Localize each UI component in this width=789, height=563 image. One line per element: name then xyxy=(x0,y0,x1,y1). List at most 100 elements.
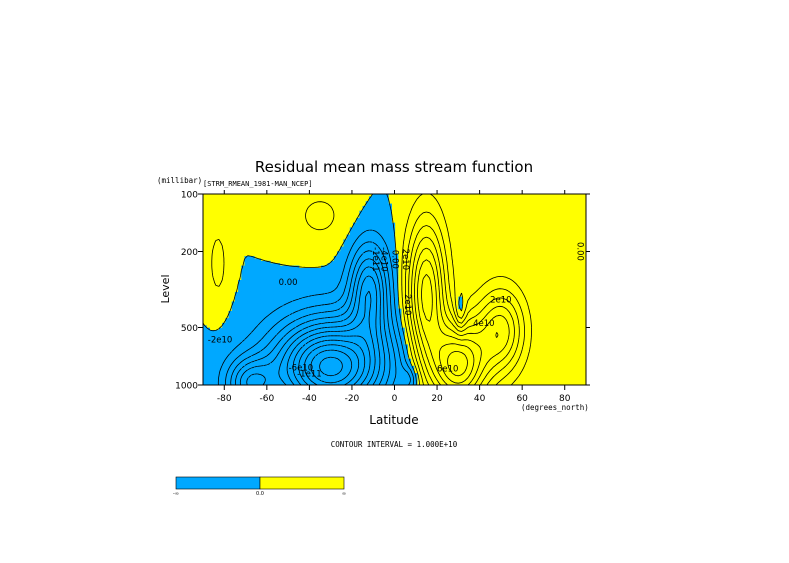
negative-cell xyxy=(410,380,415,384)
contour-positive xyxy=(411,236,515,385)
negative-cell xyxy=(346,382,351,385)
negative-cell xyxy=(356,241,360,245)
negative-cell xyxy=(263,356,268,360)
negative-cell xyxy=(343,353,348,357)
negative-cell xyxy=(375,320,380,324)
negative-cell xyxy=(295,375,300,379)
negative-cell xyxy=(314,308,319,312)
negative-cell xyxy=(285,327,290,331)
x-tick-label: 60 xyxy=(516,394,528,404)
negative-cell xyxy=(218,363,223,367)
negative-cell xyxy=(372,301,376,305)
negative-cell xyxy=(404,373,408,377)
negative-cell xyxy=(301,337,306,341)
negative-cell xyxy=(289,289,293,293)
negative-cell xyxy=(270,301,274,305)
negative-cell xyxy=(384,327,389,331)
negative-cell xyxy=(282,282,287,286)
negative-cell xyxy=(324,282,329,286)
negative-cell xyxy=(285,275,290,279)
negative-cell xyxy=(324,303,329,307)
negative-cell xyxy=(346,244,351,248)
negative-cell xyxy=(375,232,380,236)
negative-cell xyxy=(381,222,386,226)
negative-cell xyxy=(244,380,249,384)
negative-cell xyxy=(391,258,396,262)
negative-cell xyxy=(375,236,380,240)
negative-cell xyxy=(317,356,322,360)
negative-cell xyxy=(311,334,316,338)
negative-cell xyxy=(333,344,338,348)
negative-cell xyxy=(388,346,392,350)
negative-cell xyxy=(289,318,293,322)
negative-cell xyxy=(289,294,293,298)
negative-cell xyxy=(311,310,316,314)
negative-cell xyxy=(349,282,354,286)
negative-cell xyxy=(305,365,309,369)
negative-cell xyxy=(410,377,415,381)
negative-cell xyxy=(231,361,236,365)
negative-cell xyxy=(384,232,389,236)
y-unit-label: (millibar) xyxy=(157,176,202,185)
negative-cell xyxy=(282,344,287,348)
negative-cell xyxy=(238,363,242,367)
negative-cell xyxy=(244,346,249,350)
negative-cell xyxy=(234,320,239,324)
negative-cell xyxy=(340,380,345,384)
negative-cell xyxy=(365,370,370,374)
negative-cell xyxy=(333,380,338,384)
negative-cell xyxy=(308,322,313,326)
negative-cell xyxy=(305,270,309,274)
negative-cell xyxy=(394,334,399,338)
negative-cell xyxy=(279,315,284,319)
negative-cell xyxy=(317,277,322,281)
negative-cell xyxy=(330,334,335,338)
negative-cell xyxy=(292,287,297,291)
negative-cell xyxy=(254,289,258,293)
contour-positive xyxy=(447,351,468,377)
negative-cell xyxy=(359,296,364,300)
negative-cell xyxy=(247,342,252,346)
negative-cell xyxy=(394,358,399,362)
negative-cell xyxy=(346,263,351,267)
negative-cell xyxy=(340,320,345,324)
negative-cell xyxy=(295,272,300,276)
negative-cell xyxy=(298,337,303,341)
negative-cell xyxy=(257,346,262,350)
negative-cell xyxy=(404,351,408,355)
negative-cell xyxy=(301,339,306,343)
negative-cell xyxy=(247,325,252,329)
negative-cell xyxy=(378,198,383,202)
negative-cell xyxy=(203,368,207,372)
negative-cell xyxy=(340,268,345,271)
negative-cell xyxy=(359,241,364,245)
negative-cell xyxy=(257,287,262,291)
negative-cell xyxy=(340,361,345,365)
negative-cell xyxy=(228,358,233,362)
negative-cell xyxy=(266,370,271,374)
negative-cell xyxy=(270,377,274,381)
negative-cell xyxy=(362,210,367,214)
negative-cell xyxy=(346,349,351,353)
negative-cell xyxy=(266,337,271,341)
negative-cell xyxy=(388,208,392,212)
negative-cell xyxy=(343,244,348,248)
negative-cell xyxy=(365,310,370,314)
negative-cell xyxy=(301,277,306,281)
negative-cell xyxy=(356,332,360,336)
negative-cell xyxy=(333,301,338,305)
negative-cell xyxy=(384,236,389,240)
negative-cell xyxy=(231,344,236,348)
negative-cell xyxy=(372,375,376,379)
negative-cell xyxy=(337,315,341,319)
negative-cell xyxy=(317,322,322,326)
negative-cell xyxy=(295,330,300,334)
negative-cell xyxy=(330,332,335,336)
negative-cell xyxy=(346,330,351,334)
negative-cell xyxy=(397,382,402,385)
negative-cell xyxy=(257,275,262,279)
negative-cell xyxy=(206,365,210,369)
negative-cell xyxy=(225,318,230,322)
negative-cell xyxy=(295,327,300,331)
negative-cell xyxy=(298,363,303,367)
